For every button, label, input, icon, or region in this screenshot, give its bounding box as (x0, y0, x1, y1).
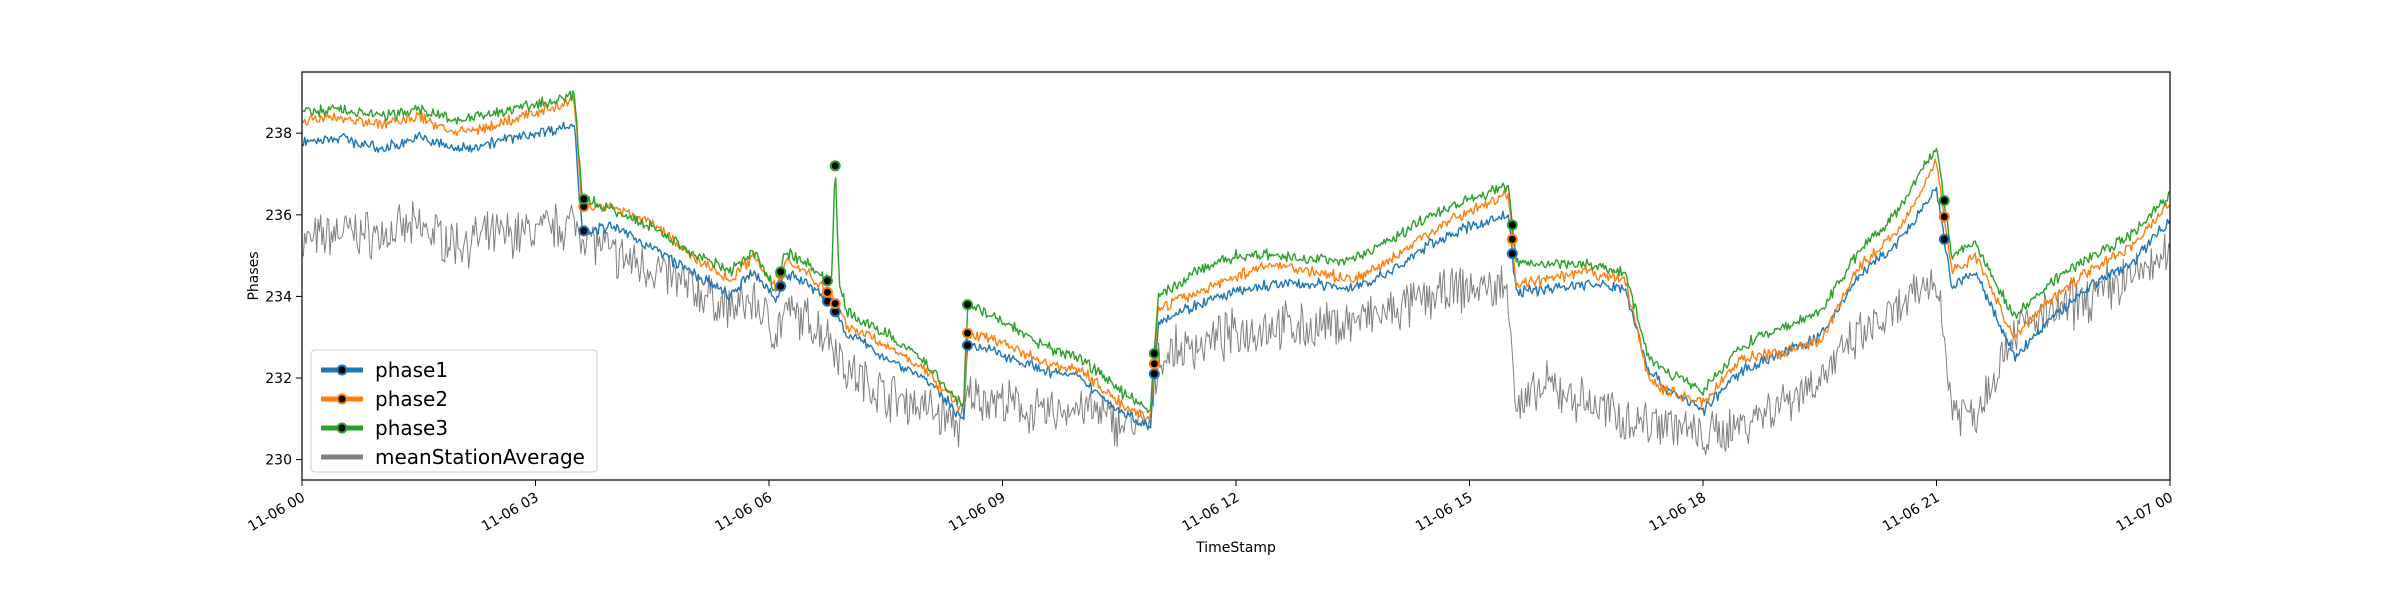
legend-label-phase2: phase2 (375, 387, 448, 411)
x-tick-label: 11-06 03 (479, 490, 542, 535)
x-axis-label: TimeStamp (1195, 540, 1276, 556)
marker-phase2-7 (1938, 211, 1950, 223)
y-tick-label: 234 (265, 289, 292, 305)
x-tick-label: 11-06 21 (1880, 490, 1943, 535)
marker-phase3-5 (1148, 348, 1160, 359)
y-axis: 230 232 234 236 238 (265, 126, 302, 469)
legend-marker-phase2 (336, 393, 348, 405)
x-tick-label: 11-07 00 (2113, 490, 2176, 535)
marker-phase3-4 (962, 299, 973, 311)
marker-phase3-6 (1506, 219, 1518, 231)
x-tick-label: 11-06 06 (712, 490, 775, 535)
series-line-meanStationAverage (301, 200, 2171, 456)
marker-phase2-2 (821, 286, 833, 298)
y-tick-label: 236 (265, 208, 292, 224)
legend: phase1 phase2 phase3 meanStationAverage (310, 349, 598, 473)
series-line-phase2 (301, 95, 2171, 421)
marker-phase3-1 (775, 266, 787, 278)
marker-phase1-5 (1148, 368, 1160, 380)
x-tick-label: 11-06 18 (1646, 490, 1709, 535)
marker-phase1-7 (1938, 233, 1950, 245)
y-tick-label: 232 (265, 371, 292, 387)
series-line-phase1 (301, 121, 2171, 430)
x-tick-label: 11-06 00 (245, 490, 308, 535)
x-tick-label: 11-06 12 (1179, 490, 1242, 535)
marker-group (578, 160, 1950, 380)
series-group (301, 90, 2171, 456)
marker-phase2-5 (1148, 358, 1160, 370)
legend-box (310, 349, 598, 473)
y-tick-label: 230 (265, 453, 292, 469)
marker-phase1-1 (775, 280, 787, 292)
marker-phase3-0 (578, 193, 590, 205)
marker-phase1-6 (1506, 248, 1518, 260)
legend-marker-phase3 (336, 422, 348, 434)
legend-marker-phase1 (336, 364, 348, 376)
marker-phase3-3 (829, 160, 841, 172)
y-tick-label: 238 (265, 126, 292, 142)
marker-phase2-3 (829, 298, 841, 309)
x-tick-label: 11-06 09 (946, 490, 1009, 535)
legend-label-phase3: phase3 (375, 416, 448, 440)
marker-phase1-0 (578, 225, 590, 237)
marker-phase1-4 (962, 339, 973, 351)
marker-phase2-4 (962, 327, 973, 339)
marker-phase3-2 (821, 275, 833, 287)
marker-phase2-6 (1506, 233, 1518, 245)
series-line-phase3 (301, 90, 2171, 414)
marker-phase3-7 (1938, 195, 1950, 206)
x-tick-label: 11-06 15 (1413, 490, 1476, 535)
y-axis-label: Phases (246, 251, 262, 300)
legend-label-phase1: phase1 (375, 358, 448, 382)
legend-label-meanStationAverage: meanStationAverage (375, 445, 585, 469)
x-axis: 11-06 00 11-06 03 11-06 06 11-06 09 11-06 12… (245, 480, 2176, 535)
